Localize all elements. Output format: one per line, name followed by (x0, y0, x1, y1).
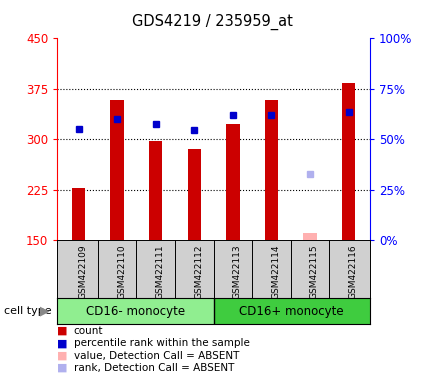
Text: cell type: cell type (4, 306, 52, 316)
Text: GSM422114: GSM422114 (272, 245, 280, 299)
Text: ■: ■ (57, 338, 68, 348)
Text: ■: ■ (57, 363, 68, 373)
Text: CD16- monocyte: CD16- monocyte (86, 305, 185, 318)
Bar (187, 149, 201, 240)
Text: value, Detection Call = ABSENT: value, Detection Call = ABSENT (74, 351, 239, 361)
Text: GSM422113: GSM422113 (233, 245, 242, 299)
Text: ■: ■ (57, 326, 68, 336)
Bar (72, 188, 85, 240)
Bar (57, 298, 213, 324)
Text: GSM422111: GSM422111 (156, 245, 165, 299)
Bar (110, 100, 124, 240)
Text: GDS4219 / 235959_at: GDS4219 / 235959_at (132, 13, 293, 30)
Text: percentile rank within the sample: percentile rank within the sample (74, 338, 249, 348)
Text: CD16+ monocyte: CD16+ monocyte (239, 305, 344, 318)
Text: ▶: ▶ (40, 305, 49, 318)
Bar (303, 233, 317, 240)
Text: GSM422109: GSM422109 (79, 245, 88, 299)
Text: GSM422112: GSM422112 (194, 245, 203, 299)
Bar (265, 100, 278, 240)
Bar (342, 83, 355, 240)
Text: GSM422116: GSM422116 (348, 245, 357, 299)
Text: GSM422115: GSM422115 (310, 245, 319, 299)
Text: count: count (74, 326, 103, 336)
Bar (149, 141, 162, 240)
Text: ■: ■ (57, 351, 68, 361)
Bar (213, 298, 370, 324)
Text: rank, Detection Call = ABSENT: rank, Detection Call = ABSENT (74, 363, 234, 373)
Text: GSM422110: GSM422110 (117, 245, 126, 299)
Bar (226, 124, 240, 240)
